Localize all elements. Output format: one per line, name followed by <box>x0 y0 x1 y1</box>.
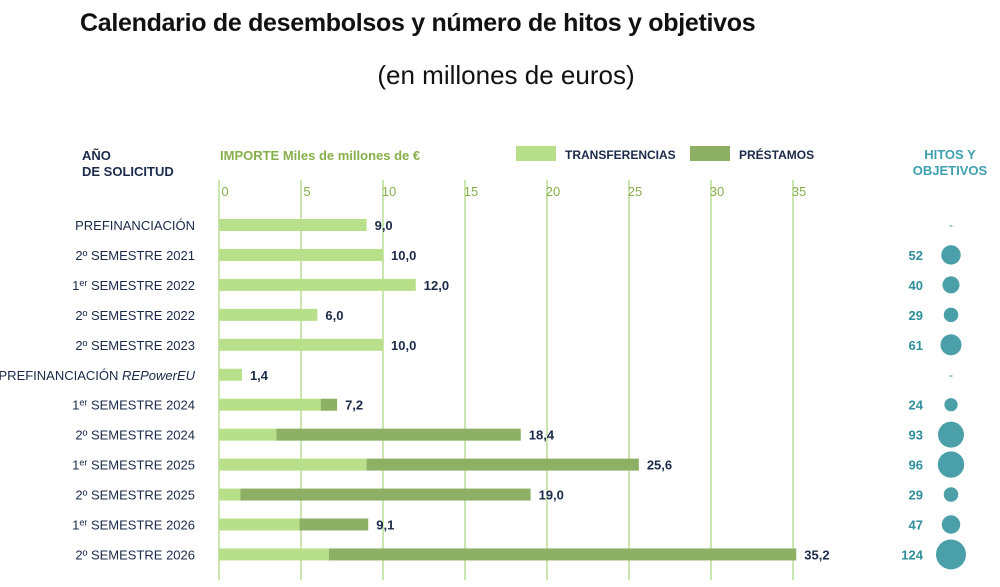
data-label: 25,6 <box>647 458 672 473</box>
hitos-bubble <box>937 451 965 478</box>
data-label: 7,2 <box>345 398 363 413</box>
category-label: 1er SEMESTRE 2025 <box>72 458 195 473</box>
hitos-bubble <box>936 539 966 570</box>
data-label: 9,0 <box>375 218 393 233</box>
hitos-bubble <box>938 421 964 448</box>
x-tick-label: 20 <box>546 184 560 199</box>
category-label: 2º SEMESTRE 2025 <box>75 488 195 503</box>
category-label: 2º SEMESTRE 2026 <box>75 547 195 562</box>
data-label: 10,0 <box>391 248 416 263</box>
hitos-empty: - <box>949 368 953 382</box>
hitos-value: 124 <box>901 547 923 562</box>
category-label: PREFINANCIACIÓN REPowerEU <box>0 368 196 383</box>
amount-axis-header: IMPORTE Miles de millones de € <box>220 148 421 163</box>
bar-transferencias <box>219 518 300 531</box>
hitos-value: 29 <box>909 308 923 323</box>
hitos-value: 40 <box>909 278 923 293</box>
x-tick-label: 25 <box>628 184 642 199</box>
legend-label-prestamos: PRÉSTAMOS <box>739 148 815 162</box>
category-label: 1er SEMESTRE 2024 <box>72 398 195 413</box>
bar-transferencias <box>219 248 383 261</box>
category-label: 2º SEMESTRE 2023 <box>75 338 195 353</box>
bar-transferencias <box>219 548 329 561</box>
bar-transferencias <box>219 458 367 471</box>
category-label: 2º SEMESTRE 2022 <box>75 308 195 323</box>
hitos-bubble <box>942 276 960 294</box>
category-label: 1er SEMESTRE 2026 <box>72 518 195 533</box>
hitos-bubble <box>940 334 962 356</box>
data-label: 18,4 <box>529 428 555 443</box>
category-label: 2º SEMESTRE 2021 <box>75 248 195 263</box>
x-tick-label: 15 <box>464 184 478 199</box>
bar-prestamos <box>299 518 369 531</box>
bar-transferencias <box>219 308 318 321</box>
bar-prestamos <box>328 548 797 561</box>
hitos-value: 96 <box>909 458 923 473</box>
hitos-empty: - <box>949 218 953 232</box>
bar-prestamos <box>366 458 639 471</box>
chart-subtitle: (en millones de euros) <box>377 60 635 90</box>
hitos-bubble <box>941 245 961 265</box>
hitos-value: 24 <box>909 398 924 413</box>
bar-transferencias <box>219 278 416 291</box>
x-tick-label: 0 <box>221 184 228 199</box>
hitos-value: 47 <box>909 518 923 533</box>
legend-label-transferencias: TRANSFERENCIAS <box>565 148 676 162</box>
year-column-header: AÑO DE SOLICITUD <box>82 148 174 179</box>
data-label: 10,0 <box>391 338 416 353</box>
bar-prestamos <box>240 488 531 501</box>
legend-swatch-prestamos <box>690 146 730 161</box>
bar-transferencias <box>219 368 242 381</box>
data-label: 12,0 <box>424 278 449 293</box>
hitos-column-header: HITOS Y OBJETIVOS <box>912 147 988 178</box>
hitos-value: 93 <box>909 428 923 443</box>
hitos-value: 52 <box>909 248 923 263</box>
data-label: 35,2 <box>804 547 829 562</box>
bar-prestamos <box>320 398 338 411</box>
bar-transferencias <box>219 488 241 501</box>
x-tick-label: 10 <box>382 184 396 199</box>
hitos-value: 29 <box>909 488 923 503</box>
data-label: 6,0 <box>325 308 343 323</box>
bar-transferencias <box>219 398 321 411</box>
hitos-bubble <box>943 307 959 323</box>
bar-transferencias <box>219 219 367 231</box>
legend-swatch-transferencias <box>516 146 556 161</box>
category-label: 1er SEMESTRE 2022 <box>72 278 195 293</box>
hitos-bubble <box>943 487 959 502</box>
data-label: 1,4 <box>250 368 269 383</box>
bar-prestamos <box>276 428 521 441</box>
bar-transferencias <box>219 338 383 351</box>
category-label: PREFINANCIACIÓN <box>75 218 195 233</box>
chart-title: Calendario de desembolsos y número de hi… <box>80 9 756 37</box>
x-tick-label: 30 <box>710 184 724 199</box>
data-label: 19,0 <box>539 488 564 503</box>
category-label: 2º SEMESTRE 2024 <box>75 428 195 443</box>
x-tick-label: 5 <box>303 184 310 199</box>
data-label: 9,1 <box>376 518 394 533</box>
hitos-bubble <box>944 398 958 412</box>
bar-transferencias <box>219 428 277 441</box>
hitos-value: 61 <box>909 338 923 353</box>
x-tick-label: 35 <box>792 184 806 199</box>
hitos-bubble <box>941 515 961 534</box>
